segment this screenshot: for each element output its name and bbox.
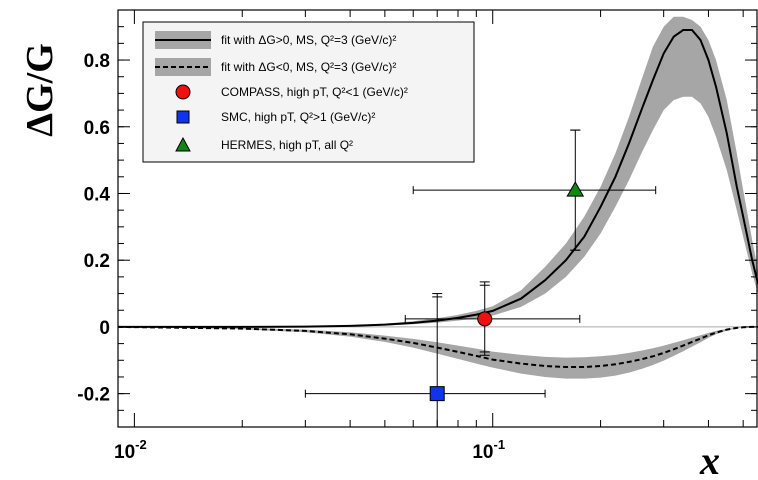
- data-points: [304, 129, 657, 427]
- x-axis-label: x: [699, 438, 720, 480]
- legend-label: HERMES, high pT, all Q²: [221, 138, 353, 152]
- marker-square: [429, 386, 445, 402]
- axis-ticks: -0.2 0 0.2 0.4 0.6 0.8 10-2 10-1: [77, 10, 757, 463]
- curve-dashed: [118, 325, 758, 368]
- legend-marker-triangle: [175, 136, 191, 152]
- x-tick-label: 10-1: [472, 437, 505, 463]
- y-tick-label: 0.4: [84, 184, 111, 205]
- legend-item: COMPASS, high pT, Q²<1 (GeV/c)²: [175, 84, 408, 100]
- fit-curves: [118, 29, 758, 368]
- legend: fit with ΔG>0, MS, Q²=3 (GeV/c)² fit with…: [142, 21, 475, 163]
- legend-label: SMC, high pT, Q²>1 (GeV/c)²: [221, 110, 375, 124]
- x-tick-label: 10-2: [114, 437, 147, 463]
- y-tick-label: 0.8: [84, 51, 110, 72]
- y-tick-label: 0.2: [84, 251, 110, 272]
- legend-item: HERMES, high pT, all Q²: [175, 136, 353, 152]
- legend-label: fit with ΔG<0, MS, Q²=3 (GeV/c)²: [221, 60, 396, 74]
- legend-marker-circle: [175, 84, 191, 100]
- y-tick-label: 0: [99, 318, 110, 339]
- point-smc: [304, 293, 546, 427]
- legend-item: fit with ΔG>0, MS, Q²=3 (GeV/c)²: [155, 31, 396, 49]
- band-solid: [118, 16, 758, 327]
- legend-label: COMPASS, high pT, Q²<1 (GeV/c)²: [221, 85, 408, 99]
- legend-item: fit with ΔG<0, MS, Q²=3 (GeV/c)²: [155, 58, 396, 76]
- point-compass: [404, 281, 581, 356]
- legend-label: fit with ΔG>0, MS, Q²=3 (GeV/c)²: [221, 33, 396, 47]
- y-tick-label: 0.6: [84, 118, 110, 139]
- marker-triangle: [566, 181, 585, 197]
- legend-item: SMC, high pT, Q²>1 (GeV/c)²: [176, 110, 375, 124]
- y-tick-label: -0.2: [77, 385, 110, 406]
- y-axis-label: ΔG/G: [19, 43, 61, 137]
- point-hermes: [412, 129, 657, 251]
- curve-solid: [118, 29, 758, 328]
- marker-circle: [477, 311, 493, 327]
- legend-marker-square: [176, 110, 190, 124]
